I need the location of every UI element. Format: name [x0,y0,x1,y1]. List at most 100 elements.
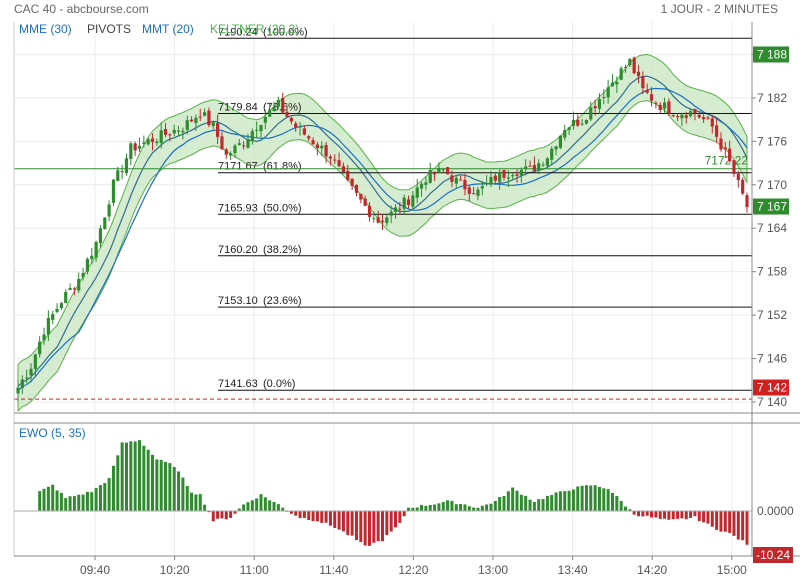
mme-line [17,87,748,391]
ewo-bar [38,491,42,511]
candle-body [441,169,445,171]
ewo-bar [315,511,319,522]
indicator-mme[interactable]: MME (30) [19,22,72,36]
ewo-bar [719,511,723,532]
candle-body [150,138,155,143]
ewo-bar [333,511,337,528]
ewo-bar [198,494,202,511]
candle-body [545,158,549,166]
ewo-bar [532,501,536,511]
candle-body [181,130,185,133]
ewo-bar [398,511,402,523]
candle-body [580,123,584,125]
candle-body [207,110,211,126]
ewo-last-badge [753,547,793,563]
ewo-bar [728,511,732,533]
ewo-bar [580,485,584,511]
candle-body [311,140,315,145]
ewo-bar [654,511,658,518]
ewo-bar [437,503,441,511]
period-label: 1 JOUR - 2 MINUTES [661,2,778,16]
ewo-bar [424,505,428,511]
candle-body [68,287,72,290]
candle-body [350,178,354,187]
candle-body [359,193,363,200]
candle-body [671,115,675,117]
candle-body [159,130,163,144]
candle-body [59,303,63,309]
candle-body [198,116,202,118]
fib-level-pct: (0.0%) [263,378,295,390]
ewo-bar [615,496,619,511]
candle-body [129,143,133,159]
candle-body [211,122,215,127]
candle-body [419,183,424,189]
ewo-bar [537,499,541,511]
candle-body [29,368,33,376]
fib-level-price: 7190.24 [218,26,258,38]
candle-body [406,199,411,205]
candle-body [246,139,250,148]
candle-body [593,106,597,109]
indicator-pivots[interactable]: PIVOTS [87,22,131,36]
candle-body [107,204,111,217]
fib-level-pct: (100.0%) [263,26,308,38]
axes: 7 188 7 182 7 176 7 170 7 164 7 158 7 152 7 146… [13,22,800,577]
ewo-bar [255,498,259,511]
candle-body [25,377,29,379]
ewo-bar [511,487,515,511]
candle-body [289,117,293,122]
ewo-bar [736,511,740,540]
ewo-bar [632,511,636,515]
ewo-last-label: -10.24 [756,548,790,562]
candle-body [615,81,619,85]
candle-body [528,165,532,167]
ewo-bar [645,511,649,516]
ewo-bar [155,459,159,511]
candle-body [81,272,85,278]
candle-body [658,104,662,111]
fib-level-pct: (38.2%) [263,244,302,256]
ewo-bar [354,511,358,541]
ewo-bar [181,477,185,511]
candle-body [693,109,697,114]
ewo-bar [589,485,593,511]
ewo-bar [597,486,601,511]
candle-body [315,144,320,149]
ewo-bar [493,500,497,511]
candle-body [259,124,263,132]
candle-body [146,139,150,145]
fib-level-price: 7141.63 [218,378,258,390]
candle-body [168,134,172,136]
ewo-bar [619,501,623,511]
indicator-mmt[interactable]: MMT (20) [142,22,194,36]
candle-body [524,166,528,169]
candle-body [367,205,372,217]
fib-level-price: 7171.67 [218,161,258,173]
candle-body [732,160,736,174]
ewo-bar [519,494,523,511]
y-tick-label: 7 152 [757,308,787,322]
ewo-label: EWO (5, 35) [19,426,86,440]
fib-level-price: 7160.20 [218,244,258,256]
candle-body [485,182,489,185]
candle-body [702,117,706,120]
candle-body [189,119,194,122]
ewo-bar [367,511,371,546]
candle-body [202,112,207,116]
ewo-bar [328,511,332,526]
indicator-keltner[interactable]: KELTNER (20,2) [210,22,299,36]
ewo-bar [151,454,155,511]
candle-body [710,118,714,127]
candle-body [242,145,246,147]
x-tick-label: 15:00 [717,563,747,577]
candle-body [697,114,701,118]
ewo-bar [684,511,688,520]
price-badge-label: 7 142 [757,381,787,395]
ewo-bar [172,467,176,511]
ewo-bar [476,507,480,511]
ewo-bar [324,511,328,523]
candle-body [480,186,484,189]
fib-level-pct: (61.8%) [263,161,302,173]
ewo-plot [14,440,752,546]
